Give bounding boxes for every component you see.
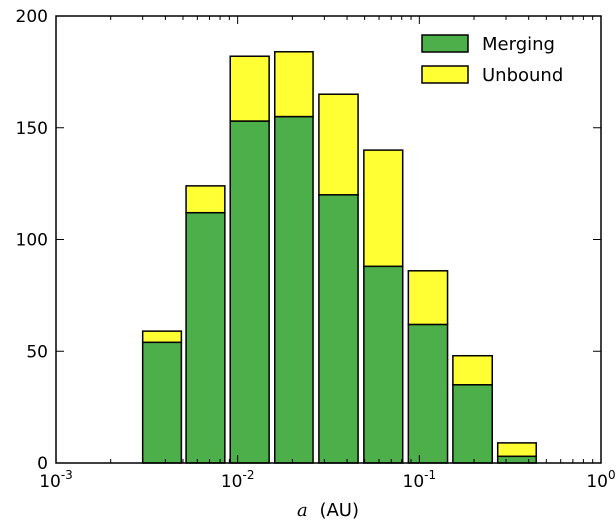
- bar-unbound-6: [407, 270, 449, 326]
- legend: Merging Unbound: [421, 34, 563, 86]
- bars-group: [141, 51, 537, 464]
- bar-merging-2: [229, 120, 270, 464]
- bar-unbound-7: [452, 354, 494, 386]
- bar-unbound-0: [141, 330, 183, 344]
- x-axis-variable: a: [297, 500, 308, 521]
- plot-frame: [55, 15, 602, 464]
- bar-unbound-1: [185, 185, 226, 214]
- bar-unbound-8: [496, 442, 537, 458]
- legend-swatch-merging: [421, 34, 469, 53]
- bar-merging-1: [185, 211, 226, 464]
- bar-unbound-5: [363, 149, 404, 268]
- bar-merging-6: [407, 323, 449, 464]
- bar-merging-5: [363, 265, 404, 464]
- x-tick-label-1: 10-2: [221, 468, 255, 492]
- y-tick-label-3: 150: [16, 119, 48, 139]
- x-tick-label-2: 10-1: [403, 468, 437, 492]
- bar-unbound-3: [273, 51, 314, 118]
- bar-merging-8: [496, 455, 537, 464]
- x-axis-unit: (AU): [319, 500, 359, 521]
- y-tick-label-4: 200: [16, 7, 48, 27]
- x-tick-label-3: 100: [586, 468, 615, 492]
- x-axis-title: a (AU): [297, 500, 359, 521]
- bar-merging-7: [452, 384, 494, 464]
- x-tick-label-0: 10-3: [39, 468, 73, 492]
- y-tick-label-0: 0: [37, 454, 48, 474]
- y-tick-label-2: 100: [16, 231, 48, 251]
- y-tick-label-1: 50: [26, 342, 48, 362]
- bar-unbound-4: [318, 93, 359, 196]
- legend-label-merging: Merging: [482, 34, 555, 55]
- bar-unbound-2: [229, 55, 270, 122]
- bar-merging-0: [141, 341, 183, 464]
- bar-merging-3: [273, 115, 314, 464]
- tick-labels-group: 0 50 100 150 200 10-3 10-2 10-1 100: [16, 7, 616, 492]
- legend-label-unbound: Unbound: [482, 65, 563, 86]
- legend-swatch-unbound: [421, 65, 469, 84]
- bar-merging-4: [318, 194, 359, 464]
